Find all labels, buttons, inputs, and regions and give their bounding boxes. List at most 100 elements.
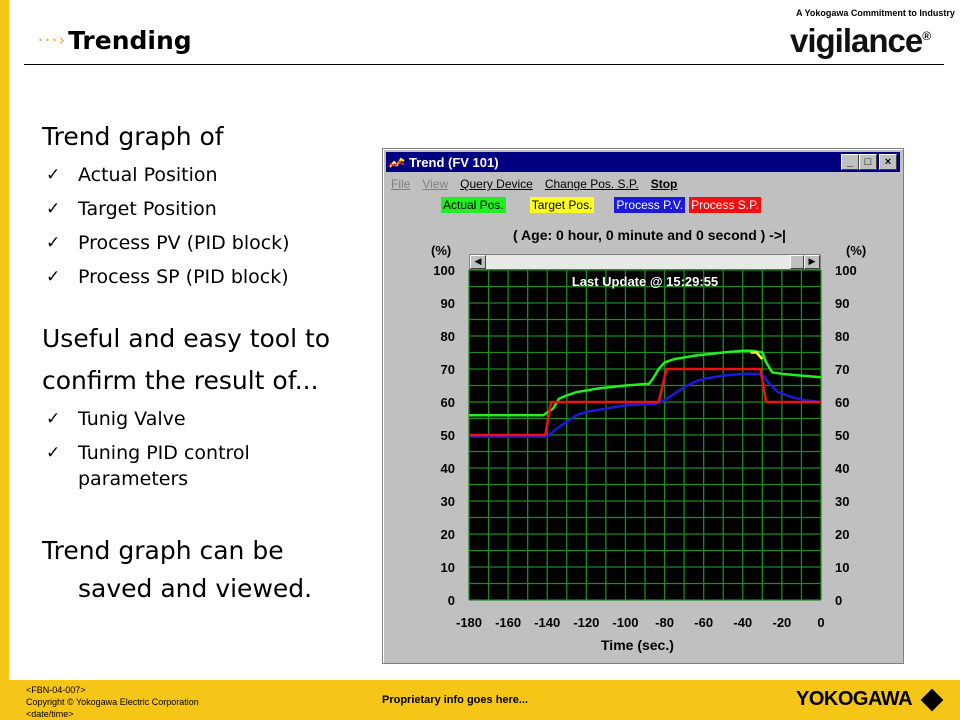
list-item-text: Actual Position	[78, 164, 218, 186]
dotted-arrow-icon: ···›	[36, 31, 66, 49]
series-line-process-s-p	[469, 367, 821, 437]
logo-tagline: A Yokogawa Commitment to Industry	[796, 8, 955, 18]
header-divider	[24, 64, 944, 65]
menu-file[interactable]: File	[391, 177, 411, 191]
checkmark-icon: ✓	[46, 233, 61, 253]
list-item-text: Process PV (PID block)	[78, 232, 290, 254]
list-item: ✓ Process SP (PID block)	[42, 260, 362, 294]
logo-wordmark: vigilance®	[790, 22, 931, 60]
y-tick-label-right: 70	[835, 362, 849, 377]
list-item-text: Tunig Valve	[78, 408, 186, 430]
x-tick-label: -120	[573, 615, 599, 630]
trend-app-icon	[389, 155, 405, 169]
legend-target-pos: Target Pos.	[529, 197, 595, 213]
y-tick-label-left: 20	[441, 527, 455, 542]
x-tick-label: -80	[655, 615, 674, 630]
checkmark-icon: ✓	[46, 443, 61, 463]
y-tick-label-right: 10	[835, 560, 849, 575]
menu-stop[interactable]: Stop	[650, 177, 678, 191]
close-button[interactable]: ×	[879, 154, 897, 170]
x-tick-label: -100	[612, 615, 638, 630]
chart-legend: Actual Pos. Target Pos. Process P.V. Pro…	[441, 197, 761, 213]
page-title: Trending	[68, 25, 192, 55]
scroll-right-button[interactable]: ▶	[804, 255, 820, 269]
maximize-button[interactable]: □	[859, 154, 877, 170]
y-tick-label-right: 60	[835, 395, 849, 410]
footer-copyright: Copyright © Yokogawa Electric Corporatio…	[26, 697, 199, 707]
menu-bar: File View Query Device Change Pos. S.P. …	[391, 177, 689, 191]
checkmark-icon: ✓	[46, 165, 61, 185]
minimize-button[interactable]: _	[841, 154, 859, 170]
y-tick-label-right: 100	[835, 263, 857, 278]
y-tick-label-left: 100	[433, 263, 455, 278]
legend-actual-pos: Actual Pos.	[441, 197, 506, 213]
x-tick-label: -60	[694, 615, 713, 630]
heading-confirm-result: confirm the result of...	[42, 366, 319, 395]
checkmark-icon: ✓	[46, 409, 61, 429]
y-tick-label-right: 30	[835, 494, 849, 509]
y-tick-label-left: 30	[441, 494, 455, 509]
y-tick-label-left: 50	[441, 428, 455, 443]
checkmark-icon: ✓	[46, 267, 61, 287]
menu-query-device[interactable]: Query Device	[460, 177, 533, 191]
scroll-thumb[interactable]	[790, 255, 804, 269]
x-tick-label: 0	[817, 615, 824, 630]
y-axis-unit-left: (%)	[431, 243, 452, 258]
y-tick-label-left: 10	[441, 560, 455, 575]
header: ···› Trending	[36, 22, 192, 58]
registered-mark: ®	[922, 29, 931, 43]
yokogawa-wordmark: YOKOGAWA	[796, 688, 913, 710]
x-tick-label: -40	[733, 615, 752, 630]
window-title: Trend (FV 101)	[409, 154, 499, 170]
series-line-actual-pos	[469, 349, 822, 417]
x-tick-label: -20	[772, 615, 791, 630]
legend-process-sp: Process S.P.	[689, 197, 761, 213]
y-tick-label-left: 40	[441, 461, 455, 476]
age-readout: ( Age: 0 hour, 0 minute and 0 second ) -…	[513, 227, 786, 243]
x-axis-label: Time (sec.)	[601, 637, 674, 653]
footer-doc-id: <FBN-04-007>	[26, 685, 86, 695]
x-tick-label: -180	[456, 615, 482, 630]
diamond-icon	[920, 688, 944, 711]
scroll-left-button[interactable]: ◀	[470, 255, 486, 269]
y-tick-label-left: 60	[441, 395, 455, 410]
y-tick-label-right: 90	[835, 296, 849, 311]
left-accent-bar	[0, 0, 9, 720]
logo-wordmark-text: vigilance	[790, 22, 923, 59]
heading-saved-viewed: Trend graph can be	[42, 536, 284, 565]
last-update-label: Last Update @ 15:29:55	[572, 274, 718, 289]
series-line-target-pos	[750, 351, 764, 360]
window-titlebar[interactable]: Trend (FV 101) _ □ ×	[386, 152, 900, 172]
slide-content: Trend graph of ✓ Actual Position ✓ Target …	[42, 116, 362, 606]
y-axis-unit-right: (%)	[846, 243, 867, 258]
y-tick-label-left: 80	[441, 329, 455, 344]
y-tick-label-right: 20	[835, 527, 849, 542]
menu-view[interactable]: View	[422, 177, 449, 191]
y-tick-label-left: 0	[448, 593, 455, 608]
y-tick-label-right: 0	[835, 593, 842, 608]
y-tick-label-left: 90	[441, 296, 455, 311]
y-tick-label-left: 70	[441, 362, 455, 377]
footer-proprietary: Proprietary info goes here...	[382, 694, 529, 706]
footer-bar	[0, 680, 960, 720]
y-tick-label-right: 50	[835, 428, 849, 443]
list-item: ✓ Tuning PID control parameters	[42, 436, 362, 492]
list-item: ✓ Tunig Valve	[42, 402, 362, 436]
list-item-text: Process SP (PID block)	[78, 266, 289, 288]
y-tick-label-right: 80	[835, 329, 849, 344]
footer-info: <FBN-04-007> Copyright © Yokogawa Electr…	[26, 684, 199, 720]
list-item: ✓ Process PV (PID block)	[42, 226, 362, 260]
x-tick-label: -140	[534, 615, 560, 630]
series-line-process-p-v	[469, 372, 822, 438]
x-tick-label: -160	[495, 615, 521, 630]
heading-saved-viewed-cont: saved and viewed.	[78, 574, 313, 603]
heading-trend-graph: Trend graph of	[42, 122, 224, 151]
legend-process-pv: Process P.V.	[614, 197, 686, 213]
menu-change-pos-sp[interactable]: Change Pos. S.P.	[544, 177, 639, 191]
trend-window: Trend (FV 101) _ □ × File View Query Dev…	[382, 148, 904, 664]
checkmark-icon: ✓	[46, 199, 61, 219]
yokogawa-logo: YOKOGAWA	[796, 688, 944, 711]
vigilance-logo: A Yokogawa Commitment to Industry vigila…	[782, 4, 955, 62]
list-item: ✓ Actual Position	[42, 158, 362, 192]
y-tick-label-right: 40	[835, 461, 849, 476]
